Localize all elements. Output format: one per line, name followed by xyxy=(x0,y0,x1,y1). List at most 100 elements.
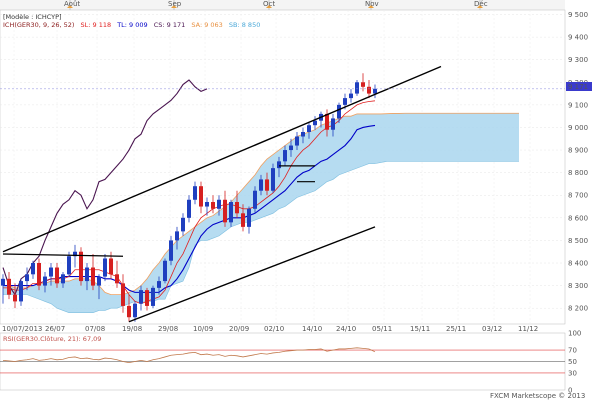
candle-down xyxy=(265,179,269,191)
candle-down xyxy=(223,199,227,223)
candle-up xyxy=(133,303,137,318)
candle-up xyxy=(193,186,197,200)
legend-cs: CS: 9 171 xyxy=(154,21,186,29)
legend-sl: SL: 9 118 xyxy=(81,21,112,29)
horizontal-level-line xyxy=(2,253,124,257)
candle-down xyxy=(7,278,11,295)
y-tick-label: 8 600 xyxy=(568,214,588,222)
candle-down xyxy=(127,305,131,318)
candle-up xyxy=(349,93,353,99)
candle-up xyxy=(271,168,275,191)
candle-up xyxy=(229,202,233,223)
x-tick-label: 07/08 xyxy=(85,325,105,333)
x-tick-label: 29/08 xyxy=(158,325,178,333)
x-tick-label: 03/12 xyxy=(482,325,502,333)
candle-down xyxy=(235,202,239,214)
x-tick-label: 02/10 xyxy=(264,325,284,333)
last-price-badge xyxy=(566,82,592,91)
candle-up xyxy=(175,231,179,241)
candle-down xyxy=(13,294,17,302)
candle-down xyxy=(367,86,371,94)
y-tick-label: 8 300 xyxy=(568,282,588,290)
x-tick-label: 24/10 xyxy=(336,325,356,333)
senkou-span-b-line xyxy=(3,161,519,314)
candle-down xyxy=(325,113,329,130)
trendline xyxy=(2,65,442,253)
rsi-tick-label: 0 xyxy=(568,387,572,395)
candle-up xyxy=(163,260,167,282)
legend-instrument: ICH(GER30, 9, 26, 52) xyxy=(3,21,74,29)
candle-up xyxy=(313,120,317,126)
candle-up xyxy=(181,217,185,232)
candle-up xyxy=(1,278,5,286)
month-label: Sep xyxy=(168,0,182,8)
y-tick-label: 9 500 xyxy=(568,11,588,19)
month-label: Déc xyxy=(474,0,488,8)
candle-up xyxy=(337,104,341,119)
trendline xyxy=(128,226,376,323)
candle-up xyxy=(355,82,359,94)
legend-sb: SB: 8 850 xyxy=(229,21,260,29)
candle-down xyxy=(361,82,365,87)
candle-down xyxy=(109,258,113,275)
x-tick-label: 15/11 xyxy=(410,325,430,333)
y-tick-label: 9 000 xyxy=(568,124,588,132)
rsi-tick-label: 30 xyxy=(568,369,577,377)
candle-up xyxy=(43,276,47,286)
candle-down xyxy=(121,283,125,306)
candle-up xyxy=(205,202,209,207)
month-label: Oct xyxy=(263,0,275,8)
x-tick-label: 20/09 xyxy=(229,325,249,333)
month-marker xyxy=(477,5,483,8)
candle-up xyxy=(139,290,143,304)
candle-down xyxy=(79,251,83,282)
x-tick-label: 05/11 xyxy=(372,325,392,333)
month-marker xyxy=(67,5,73,8)
model-label: [Modèle : ICHCYP] xyxy=(3,13,62,21)
y-tick-label: 9 300 xyxy=(568,56,588,64)
candle-down xyxy=(115,274,119,284)
candle-up xyxy=(331,118,335,130)
x-tick-label: 19/08 xyxy=(122,325,142,333)
footer-copyright: FXCM Marketscope © 2013 xyxy=(490,392,585,400)
candle-down xyxy=(145,290,149,306)
candle-up xyxy=(25,274,29,282)
month-marker xyxy=(266,5,272,8)
candle-up xyxy=(49,267,53,277)
month-ruler xyxy=(0,0,565,10)
x-tick-label: 14/10 xyxy=(302,325,322,333)
rsi-tick-label: 50 xyxy=(568,358,577,366)
y-tick-label: 8 500 xyxy=(568,237,588,245)
candle-up xyxy=(187,199,191,218)
candle-up xyxy=(73,251,77,257)
candle-down xyxy=(91,267,95,286)
candle-up xyxy=(169,240,173,261)
candle-up xyxy=(307,125,311,132)
last-price-label: 9 171 xyxy=(568,83,588,91)
candle-up xyxy=(217,199,221,209)
candle-up xyxy=(283,150,287,162)
month-marker xyxy=(171,5,177,8)
candle-up xyxy=(103,258,107,277)
candle-up xyxy=(19,281,23,302)
candle-up xyxy=(301,131,305,137)
candle-up xyxy=(277,161,281,169)
indicator-legend: ICH(GER30, 9, 26, 52) SL: 9 118 TL: 9 00… xyxy=(3,21,260,29)
chikou-span-line xyxy=(2,79,208,296)
x-tick-label: 10/09 xyxy=(193,325,213,333)
y-tick-label: 8 700 xyxy=(568,192,588,200)
candle-up xyxy=(151,287,155,306)
candle-up xyxy=(259,179,263,191)
candle-up xyxy=(97,276,101,286)
candle-up xyxy=(295,136,299,146)
candle-up xyxy=(373,88,377,94)
legend-tl: TL: 9 009 xyxy=(116,21,147,29)
candle-up xyxy=(67,256,71,275)
month-marker xyxy=(368,5,374,8)
rsi-legend: RSI(GER30.Clôture, 21): 67,09 xyxy=(3,335,101,343)
month-label: Août xyxy=(64,0,80,8)
x-tick-label: 11/12 xyxy=(518,325,538,333)
y-tick-label: 8 800 xyxy=(568,169,588,177)
